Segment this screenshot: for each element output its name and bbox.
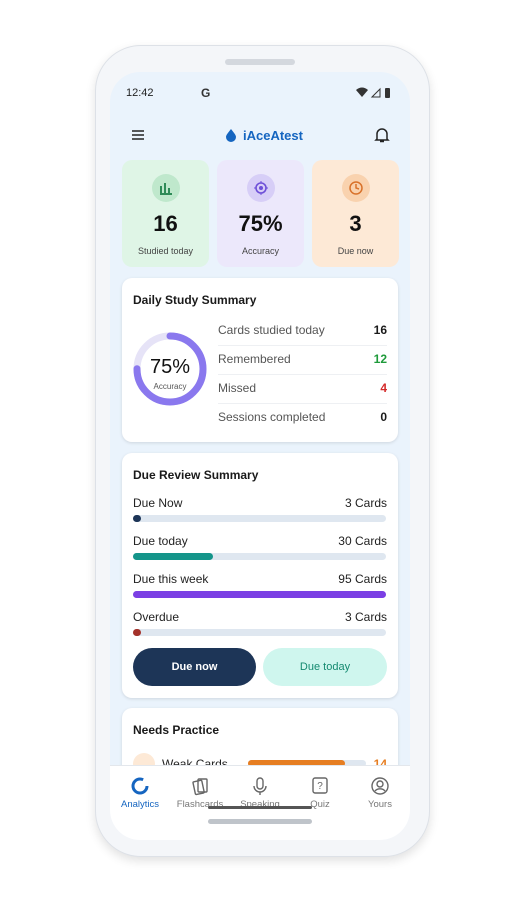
due-label: Due today — [133, 534, 188, 548]
card-title: Daily Study Summary — [133, 293, 257, 307]
divider — [218, 403, 387, 404]
stat-card: 16 Studied today — [122, 160, 209, 267]
summary-value: 4 — [380, 381, 387, 395]
nav-item[interactable]: ? Quiz — [290, 776, 350, 810]
icon — [253, 181, 268, 195]
accuracy-caption: Accuracy — [153, 382, 187, 391]
stat-card: 3 Due now — [312, 160, 399, 267]
app-title: iAceAtest — [243, 128, 303, 143]
nav-label: Quiz — [310, 799, 330, 810]
stat-value: 16 — [153, 211, 178, 236]
nav-item[interactable]: Yours — [350, 776, 410, 810]
accuracy-ring — [133, 332, 207, 406]
summary-label: Missed — [218, 381, 257, 395]
svg-text:?: ? — [317, 781, 323, 792]
stat-label: Studied today — [137, 246, 194, 256]
status-time: 12:42 — [126, 87, 154, 99]
divider — [218, 374, 387, 375]
nav-icon — [192, 778, 208, 796]
speaker — [225, 59, 295, 65]
due-count: 3 Cards — [344, 610, 387, 624]
due-review-card: Due Review Summary Due now Due today Due… — [122, 453, 398, 698]
summary-value: 16 — [373, 323, 387, 337]
stat-icon — [341, 174, 370, 202]
menu-button[interactable] — [130, 128, 146, 142]
due-now-button[interactable]: Due now — [133, 648, 256, 686]
progress-bar — [133, 553, 213, 560]
progress-track — [248, 760, 366, 767]
stat-icon — [246, 174, 275, 202]
status-icon: G — [201, 86, 211, 100]
stat-icon — [151, 174, 180, 202]
stat-card: 75% Accuracy — [217, 160, 304, 267]
due-label: Due Now — [133, 496, 183, 510]
phone-bottom — [208, 819, 312, 824]
icon — [348, 181, 363, 195]
nav-label: Flashcards — [176, 799, 224, 810]
progress-bar — [133, 591, 386, 598]
nav-icon — [131, 777, 149, 795]
nav-icon — [253, 777, 267, 795]
app-logo — [226, 129, 236, 142]
progress-bar — [133, 515, 141, 522]
nav-label: Analytics — [120, 799, 159, 810]
stat-value: 3 — [349, 211, 362, 236]
progress-track — [133, 553, 386, 560]
divider — [218, 345, 387, 346]
progress-bar — [248, 760, 345, 767]
nav-item[interactable]: Flashcards — [170, 776, 230, 810]
due-count: 3 Cards — [344, 496, 387, 510]
notifications-button[interactable] — [374, 126, 390, 144]
stat-label: Due now — [337, 246, 374, 256]
summary-label: Cards studied today — [218, 323, 325, 337]
due-count: 30 Cards — [338, 534, 387, 548]
icon — [159, 183, 172, 195]
gesture-bar — [208, 806, 312, 809]
due-label: Due this week — [133, 572, 209, 586]
card-title: Needs Practice — [133, 723, 220, 737]
summary-label: Remembered — [218, 352, 291, 366]
progress-track — [133, 629, 386, 636]
nav-icon: ? — [312, 777, 328, 794]
nav-item[interactable]: Analytics — [110, 776, 170, 810]
stat-label: Accuracy — [241, 246, 279, 256]
nav-label: Yours — [368, 799, 392, 810]
screen: 12:42 G iAceAtest Daily Study Summary 75… — [110, 72, 410, 840]
summary-label: Sessions completed — [218, 410, 326, 424]
card-title: Due Review Summary — [133, 468, 259, 482]
nav-icon — [371, 777, 389, 795]
due-label: Overdue — [133, 610, 180, 624]
progress-track — [133, 591, 386, 598]
due-count: 95 Cards — [338, 572, 387, 586]
status-icons — [356, 87, 390, 98]
stat-value: 75% — [238, 211, 283, 236]
nav-label: Speaking — [240, 799, 280, 810]
nav-item[interactable]: Speaking — [230, 776, 290, 810]
due-today-button[interactable]: Due today — [263, 648, 387, 686]
summary-value: 12 — [373, 352, 387, 366]
summary-value: 0 — [380, 410, 387, 424]
accuracy-value: 75% — [149, 356, 191, 378]
daily-summary-card: Daily Study Summary 75% Accuracy Cards s… — [122, 278, 398, 442]
bottom-nav: Analytics Flashcards Speaking? Quiz Yours — [110, 765, 410, 840]
progress-bar — [133, 629, 141, 636]
progress-track — [133, 515, 386, 522]
ring-progress — [133, 332, 207, 406]
